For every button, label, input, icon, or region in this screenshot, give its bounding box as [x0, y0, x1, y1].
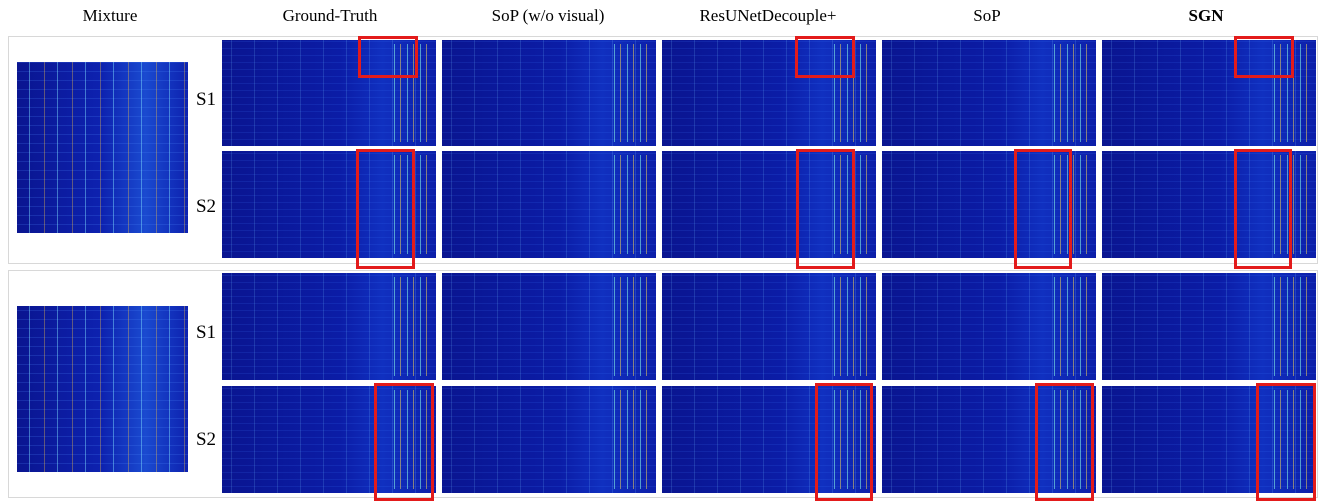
spectrogram — [662, 386, 876, 493]
row-label: S1 — [195, 89, 217, 110]
spectrogram — [662, 273, 876, 380]
example-group — [8, 36, 1318, 264]
mixture-spectrogram — [17, 306, 188, 472]
highlight-box — [1234, 36, 1294, 78]
spectrogram — [222, 151, 436, 258]
spectrogram — [662, 40, 876, 146]
column-header: SoP (w/o visual) — [491, 6, 605, 25]
row-label: S2 — [195, 429, 217, 450]
spectrogram — [662, 151, 876, 258]
highlight-box — [374, 383, 434, 501]
spectrogram — [1102, 386, 1316, 493]
spectrogram — [1102, 273, 1316, 380]
spectrogram — [222, 386, 436, 493]
spectrogram — [882, 386, 1096, 493]
highlight-box — [1014, 149, 1072, 269]
highlight-box — [1035, 383, 1094, 501]
spectrogram — [1102, 40, 1316, 146]
spectrogram — [882, 40, 1096, 146]
spectrogram — [222, 40, 436, 146]
spectrogram — [442, 273, 656, 380]
row-label: S1 — [195, 322, 217, 343]
highlight-box — [358, 36, 418, 78]
highlight-box — [356, 149, 415, 269]
highlight-box — [796, 149, 855, 269]
spectrogram — [882, 273, 1096, 380]
mixture-spectrogram — [17, 62, 188, 233]
spectrogram — [442, 40, 656, 146]
column-header: ResUNetDecouple+ — [699, 6, 837, 25]
column-header: Ground-Truth — [282, 6, 378, 25]
highlight-box — [1256, 383, 1316, 501]
column-header: Mixture — [82, 6, 138, 25]
column-header: SoP — [973, 6, 1001, 25]
highlight-box — [795, 36, 855, 78]
spectrogram — [442, 386, 656, 493]
spectrogram — [442, 151, 656, 258]
highlight-box — [815, 383, 873, 501]
example-group — [8, 270, 1318, 498]
spectrogram — [1102, 151, 1316, 258]
spectrogram — [222, 273, 436, 380]
highlight-box — [1234, 149, 1292, 269]
row-label: S2 — [195, 196, 217, 217]
spectrogram — [882, 151, 1096, 258]
column-header: SGN — [1188, 6, 1224, 25]
